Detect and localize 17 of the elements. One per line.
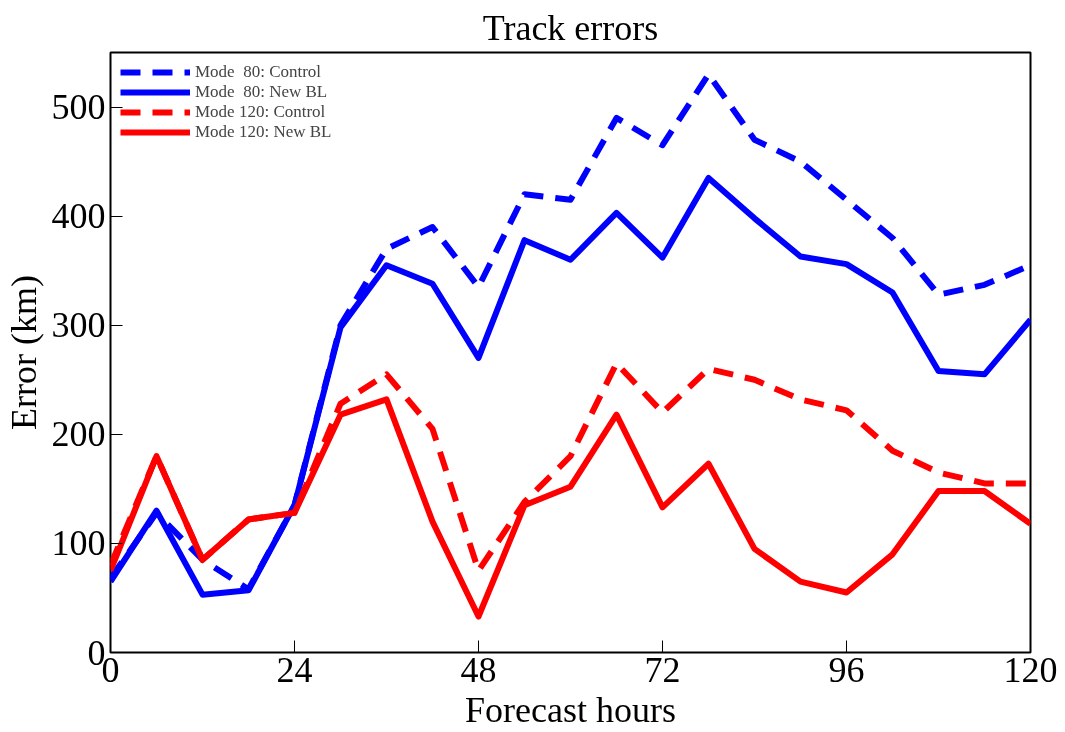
legend-label: Mode 120: Control — [195, 102, 326, 122]
y-tick-label: 100 — [51, 523, 106, 564]
x-tick-label: 72 — [644, 649, 681, 690]
x-tick-label: 24 — [276, 649, 313, 690]
x-axis-title: Forecast hours — [465, 689, 676, 730]
legend-label: Mode 80: New BL — [195, 82, 328, 102]
y-axis-title: Error (km) — [3, 275, 44, 430]
legend-label: Mode 80: Control — [195, 62, 322, 82]
x-tick-label: 96 — [828, 649, 865, 690]
x-tick-label: 48 — [460, 649, 497, 690]
y-tick-label: 500 — [51, 87, 106, 128]
legend-label: Mode 120: New BL — [195, 122, 332, 142]
y-tick-label: 300 — [51, 305, 106, 346]
x-tick-label: 120 — [1003, 649, 1058, 690]
y-tick-label: 400 — [51, 196, 106, 237]
chart-title: Track errors — [482, 7, 659, 48]
y-tick-label: 200 — [51, 414, 106, 455]
